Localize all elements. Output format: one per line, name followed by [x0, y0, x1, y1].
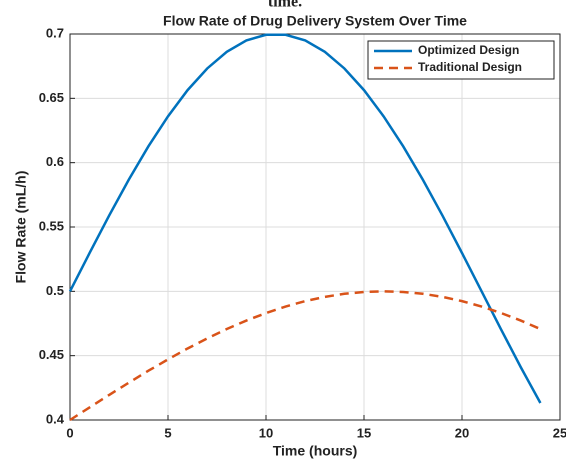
chart-title: Flow Rate of Drug Delivery System Over T…	[163, 13, 467, 29]
y-tick-label: 0.6	[46, 154, 64, 169]
legend-label: Optimized Design	[418, 43, 519, 57]
x-tick-label: 5	[164, 425, 171, 440]
plot-frame	[69, 33, 561, 421]
x-tick-label: 15	[357, 425, 371, 440]
y-tick-label: 0.5	[46, 283, 64, 298]
y-tick-label: 0.55	[39, 218, 64, 233]
y-tick-label: 0.7	[46, 25, 64, 40]
y-tick-label: 0.45	[39, 347, 64, 362]
x-tick-label: 0	[66, 425, 73, 440]
x-tick-label: 10	[259, 425, 273, 440]
legend: Optimized Design Traditional Design	[367, 40, 555, 80]
x-tick-label: 25	[553, 425, 566, 440]
legend-label: Traditional Design	[418, 60, 522, 74]
data-line	[69, 290, 541, 422]
data-line	[68, 33, 542, 404]
header-text: time.	[268, 0, 302, 11]
x-axis-label: Time (hours)	[273, 443, 358, 459]
y-tick-label: 0.65	[39, 90, 64, 105]
legend-box	[367, 40, 555, 80]
y-tick-label: 0.4	[46, 411, 65, 426]
y-axis-label: Flow Rate (mL/h)	[13, 171, 29, 284]
x-tick-label: 20	[455, 425, 469, 440]
